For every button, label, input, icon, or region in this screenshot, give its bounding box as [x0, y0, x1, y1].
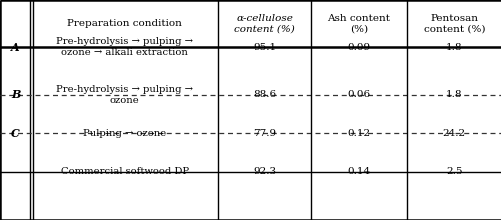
Text: 2.5: 2.5	[445, 167, 461, 176]
Text: A: A	[11, 42, 20, 53]
Text: 1.8: 1.8	[445, 90, 461, 99]
Text: Ash content
(%): Ash content (%)	[327, 14, 390, 34]
Text: 1.8: 1.8	[445, 43, 461, 52]
Text: Pentosan
content (%): Pentosan content (%)	[423, 14, 484, 34]
Text: 0.12: 0.12	[347, 129, 370, 138]
Text: Preparation condition: Preparation condition	[67, 19, 182, 28]
Text: 92.3: 92.3	[253, 167, 276, 176]
Text: Pre-hydrolysis → pulping →
ozone → alkali extraction: Pre-hydrolysis → pulping → ozone → alkal…	[56, 37, 193, 57]
Text: B: B	[11, 89, 20, 100]
Text: 0.14: 0.14	[347, 167, 370, 176]
Text: C: C	[11, 128, 20, 139]
Text: Pulping → ozone: Pulping → ozone	[83, 129, 166, 138]
Text: 77.9: 77.9	[253, 129, 276, 138]
Text: Pre-hydrolysis → pulping →
ozone: Pre-hydrolysis → pulping → ozone	[56, 84, 193, 105]
Text: 88.6: 88.6	[253, 90, 276, 99]
Text: Commercial softwood DP: Commercial softwood DP	[61, 167, 188, 176]
Text: 24.2: 24.2	[442, 129, 465, 138]
Text: α-cellulose
content (%): α-cellulose content (%)	[234, 14, 295, 34]
Text: 95.1: 95.1	[253, 43, 276, 52]
Text: 0.09: 0.09	[347, 43, 370, 52]
Text: 0.06: 0.06	[347, 90, 370, 99]
